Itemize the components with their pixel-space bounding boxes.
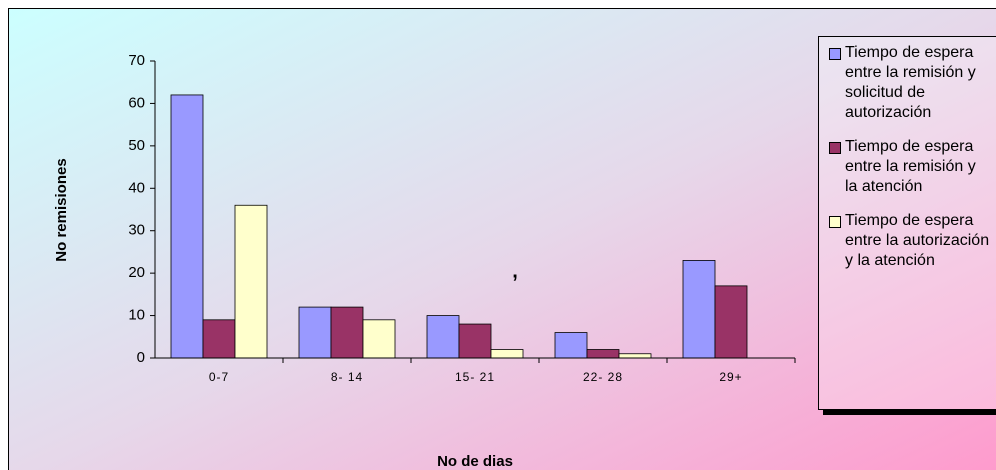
legend-entry: Tiempo de espera entre la remisión y sol… bbox=[829, 43, 996, 123]
bar bbox=[426, 315, 460, 359]
bar bbox=[330, 306, 364, 359]
y-tick-label: 60 bbox=[128, 94, 145, 111]
y-tick-label: 50 bbox=[128, 137, 145, 154]
legend-swatch bbox=[829, 216, 841, 228]
x-tick-label: 22- 28 bbox=[583, 370, 623, 384]
bar bbox=[554, 332, 588, 359]
y-tick-label: 70 bbox=[128, 52, 145, 69]
legend-label: Tiempo de espera entre la autorización y… bbox=[845, 212, 990, 269]
x-tick-label: 8- 14 bbox=[331, 370, 363, 384]
y-tick-label: 0 bbox=[137, 349, 145, 366]
bar bbox=[490, 349, 524, 359]
legend-swatch bbox=[829, 142, 841, 154]
legend-entry: Tiempo de espera entre la remisión y la … bbox=[829, 137, 996, 197]
legend: Tiempo de espera entre la remisión y sol… bbox=[818, 36, 996, 410]
legend-label: Tiempo de espera entre la remisión y sol… bbox=[845, 44, 976, 121]
legend-entry: Tiempo de espera entre la autorización y… bbox=[829, 211, 996, 271]
bar bbox=[170, 94, 204, 359]
legend-swatch bbox=[829, 48, 841, 60]
y-tick-label: 10 bbox=[128, 307, 145, 324]
x-tick-label: 15- 21 bbox=[455, 370, 495, 384]
x-tick-label: 29+ bbox=[719, 370, 742, 384]
bar bbox=[362, 319, 396, 359]
y-tick-label: 30 bbox=[128, 222, 145, 239]
legend-label: Tiempo de espera entre la remisión y la … bbox=[845, 138, 976, 195]
bar bbox=[234, 204, 268, 359]
bar bbox=[682, 260, 716, 359]
annotation: , bbox=[512, 260, 518, 282]
y-tick-label: 40 bbox=[128, 179, 145, 196]
bar bbox=[298, 306, 332, 359]
bar bbox=[458, 323, 492, 359]
bar bbox=[714, 285, 748, 359]
bar bbox=[202, 319, 236, 359]
bar bbox=[586, 349, 620, 359]
y-axis-label: No remisiones bbox=[53, 158, 70, 261]
y-tick-label: 20 bbox=[128, 264, 145, 281]
x-axis-label: No de dias bbox=[437, 453, 513, 470]
bar bbox=[618, 353, 652, 359]
x-tick-label: 0-7 bbox=[209, 370, 229, 384]
